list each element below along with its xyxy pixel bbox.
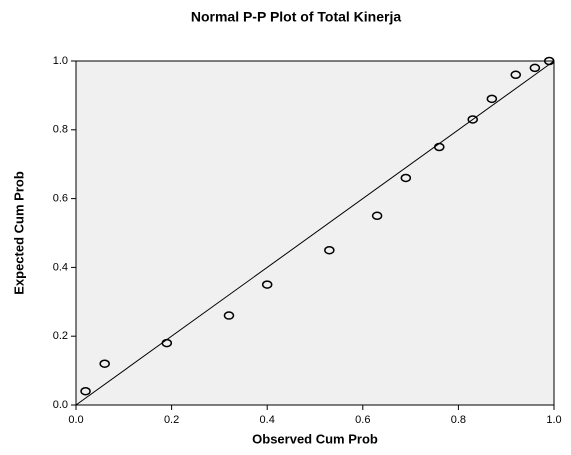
point <box>99 359 110 368</box>
point <box>223 311 235 320</box>
point <box>400 173 412 183</box>
x-tick-label: 1.0 <box>546 414 561 426</box>
point <box>161 338 173 348</box>
x-axis-label: Observed Cum Prob <box>252 431 378 446</box>
y-tick-label: 0.0 <box>53 399 68 411</box>
x-tick-label: 0.2 <box>164 414 179 426</box>
x-tick-label: 0.0 <box>68 414 83 426</box>
point <box>434 142 445 152</box>
point <box>543 56 555 66</box>
point <box>324 245 335 255</box>
y-tick-label: 0.2 <box>53 330 68 342</box>
point <box>261 280 273 289</box>
y-tick-label: 0.6 <box>53 193 68 205</box>
point <box>371 211 383 221</box>
x-tick-label: 0.4 <box>260 414 275 426</box>
y-tick-label: 1.0 <box>53 55 68 67</box>
point <box>80 386 91 396</box>
point <box>529 63 541 73</box>
reference-line <box>75 60 555 406</box>
x-tick-label: 0.6 <box>355 414 370 426</box>
y-tick-label: 0.8 <box>53 124 68 136</box>
x-tick-label: 0.8 <box>451 414 466 426</box>
point <box>467 115 478 124</box>
point <box>510 70 522 80</box>
y-tick-label: 0.4 <box>53 261 68 273</box>
chart-title: Normal P-P Plot of Total Kinerja <box>191 9 402 25</box>
point <box>486 94 498 104</box>
y-axis-label: Expected Cum Prob <box>11 171 26 295</box>
